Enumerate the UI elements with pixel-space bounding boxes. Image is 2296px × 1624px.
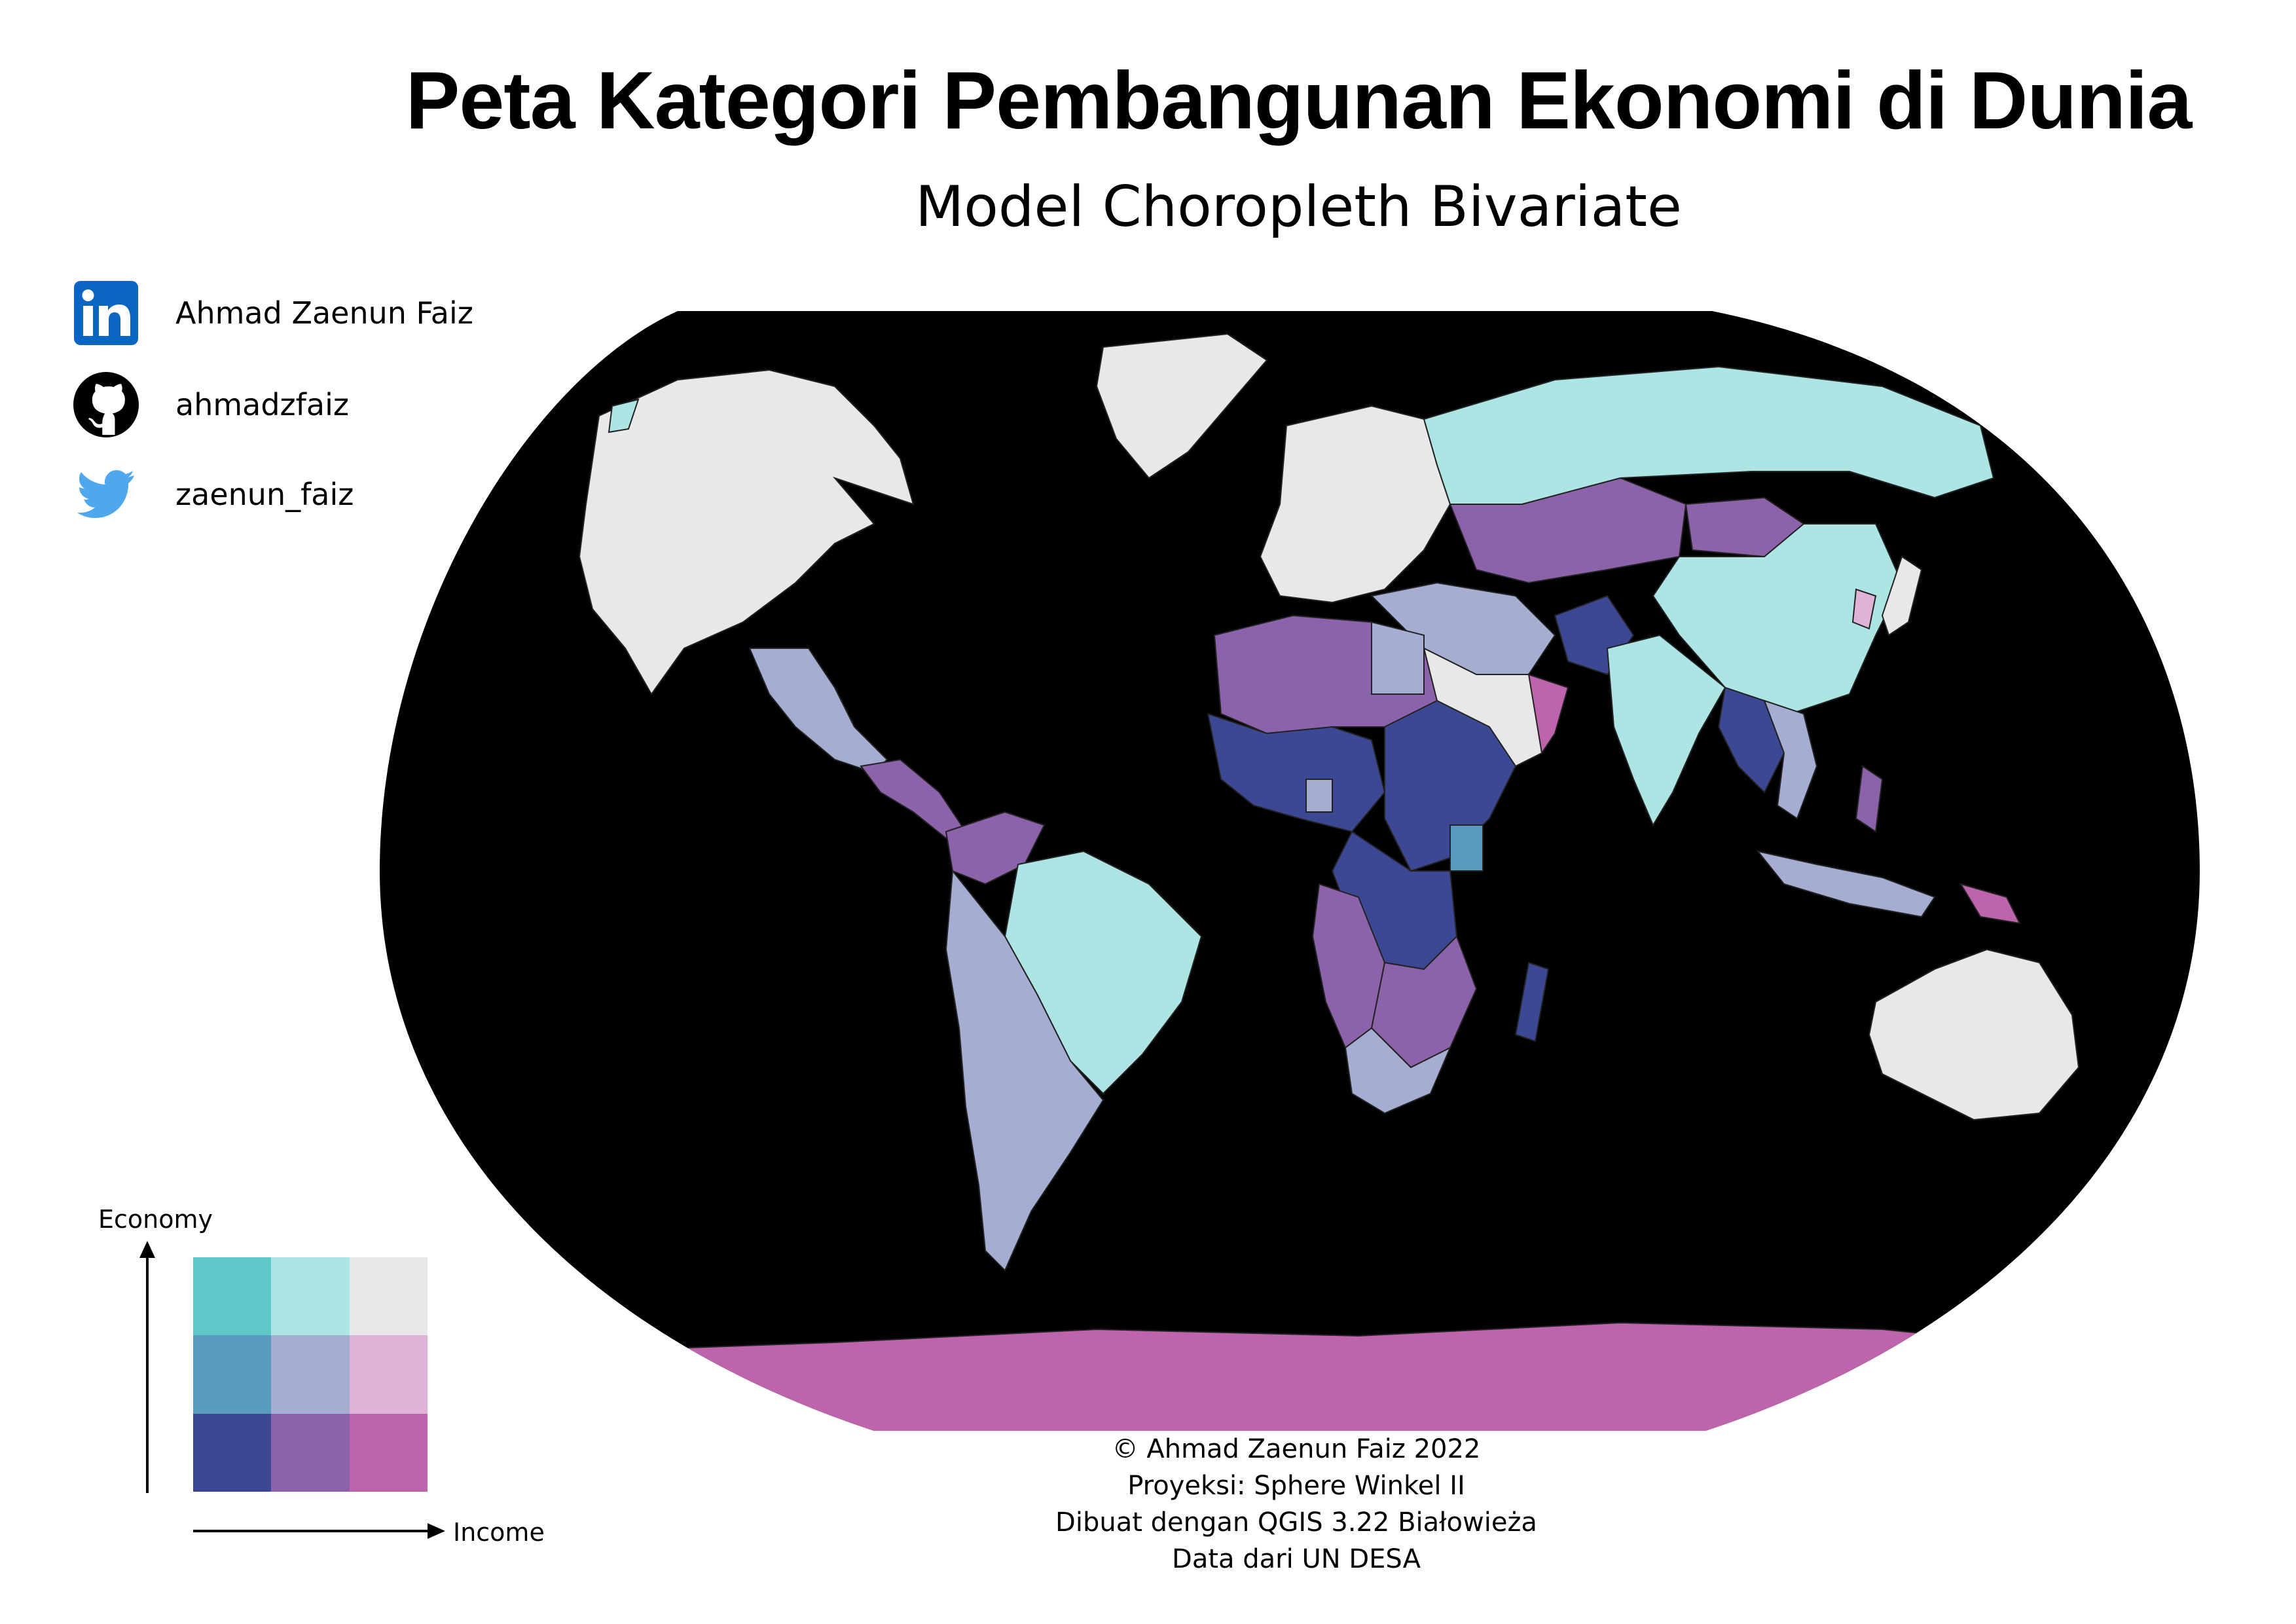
credit-author: © Ahmad Zaenun Faiz 2022 [1112, 1434, 1481, 1464]
region-europe [1259, 405, 1451, 604]
region-indochina [1763, 699, 1818, 820]
region-antarctica [380, 1321, 2200, 1431]
region-ghana [1305, 779, 1333, 813]
region-madagascar [1514, 961, 1550, 1043]
legend-cell [271, 1413, 350, 1492]
legend-x-label: Income [453, 1518, 545, 1547]
region-yemen [1527, 673, 1569, 755]
region-alaska [608, 398, 640, 434]
credit-data-source: Data dari UN DESA [1172, 1544, 1421, 1574]
legend-y-label: Economy [98, 1205, 213, 1234]
region-india [1606, 634, 1726, 827]
region-north-america [578, 369, 915, 695]
legend-cell [349, 1257, 428, 1336]
linkedin-handle: Ahmad Zaenun Faiz [175, 295, 473, 331]
twitter-handle: zaenun_faiz [175, 477, 354, 512]
legend-cell [193, 1257, 272, 1336]
region-south-africa [1344, 1027, 1451, 1115]
region-australia [1868, 948, 2080, 1121]
region-philippines [1855, 765, 1884, 833]
credit-software: Dibuat dengan QGIS 3.22 Białowieża [1055, 1507, 1537, 1538]
legend-y-arrow [139, 1241, 155, 1493]
legend-x-arrow [193, 1523, 445, 1539]
github-handle: ahmadzfaiz [175, 387, 349, 422]
legend-cell [271, 1335, 350, 1414]
region-kenya [1449, 824, 1484, 872]
region-papua [1959, 883, 2021, 925]
region-indonesia [1756, 850, 1936, 918]
map-subtitle: Model Choropleth Bivariate [915, 174, 1682, 240]
legend-cell [349, 1413, 428, 1492]
github-link[interactable]: ahmadzfaiz [73, 372, 349, 437]
region-greenland [1095, 333, 1268, 479]
region-east-africa [1384, 699, 1517, 872]
legend-grid [193, 1257, 428, 1492]
legend-cell [193, 1335, 272, 1414]
legend-cell [349, 1335, 428, 1414]
github-icon [73, 372, 139, 437]
region-southern-south-america [945, 869, 1104, 1272]
world-map [380, 311, 2200, 1431]
linkedin-link[interactable]: Ahmad Zaenun Faiz [73, 280, 473, 346]
twitter-icon [73, 462, 139, 527]
credits: © Ahmad Zaenun Faiz 2022 Proyeksi: Spher… [969, 1431, 1624, 1578]
twitter-link[interactable]: zaenun_faiz [73, 462, 354, 527]
credit-projection: Proyeksi: Sphere Winkel II [1127, 1471, 1465, 1501]
region-japan [1881, 555, 1923, 637]
legend-cell [193, 1413, 272, 1492]
linkedin-icon [73, 280, 139, 346]
legend-cell [271, 1257, 350, 1336]
region-china [1652, 523, 1903, 715]
region-egypt [1371, 621, 1425, 695]
map-title: Peta Kategori Pembangunan Ekonomi di Dun… [405, 56, 2193, 146]
region-west-africa [1207, 712, 1386, 833]
region-korea [1851, 588, 1877, 630]
